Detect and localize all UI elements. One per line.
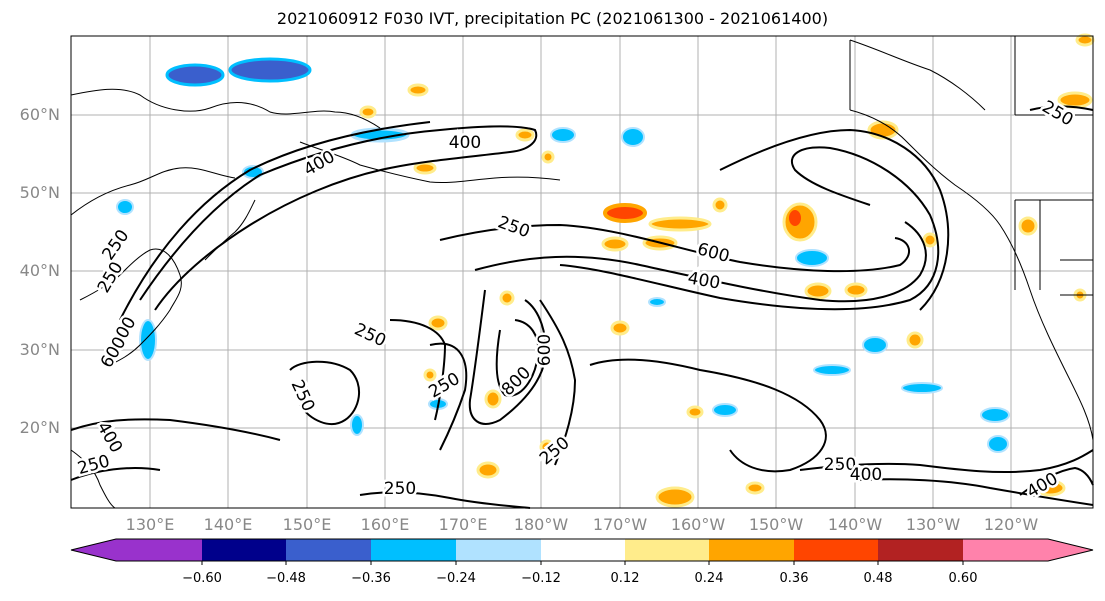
longitude-label: 160°E xyxy=(360,515,410,534)
latitude-label: 20°N xyxy=(19,418,60,437)
colorbar-segment xyxy=(371,539,456,561)
contour-label: 600 xyxy=(535,334,555,366)
map-background xyxy=(71,36,1093,508)
contour-label: 250 xyxy=(384,479,416,499)
longitude-label: 160°W xyxy=(670,515,726,534)
longitude-label: 120°W xyxy=(983,515,1039,534)
longitude-label: 170°E xyxy=(438,515,488,534)
colorbar-segment xyxy=(456,539,541,561)
colorbar-tick-label: −0.36 xyxy=(351,571,391,586)
latitude-label: 40°N xyxy=(19,261,60,280)
coastlines xyxy=(70,36,1094,509)
colorbar-tick-label: 0.36 xyxy=(779,571,809,586)
latitude-label: 60°N xyxy=(19,105,60,124)
colorbar-tick-label: 0.60 xyxy=(948,571,978,586)
colorbar-segment xyxy=(116,539,202,561)
latitude-label: 50°N xyxy=(19,183,60,202)
chart-title: 2021060912 F030 IVT, precipitation PC (2… xyxy=(276,9,829,28)
colorbar-tick-label: 0.24 xyxy=(694,571,724,586)
colorbar-segment xyxy=(202,539,286,561)
colorbar-segment xyxy=(794,539,878,561)
contour-label-halo: 250 xyxy=(824,455,856,475)
contour-label-halo: 250 xyxy=(384,479,416,499)
latitude-label: 30°N xyxy=(19,340,60,359)
colorbar-extend-max xyxy=(963,539,1093,561)
contour-label-halo: 400 xyxy=(449,133,481,153)
positive-anomaly-blob xyxy=(359,33,1095,508)
contour-label: 400 xyxy=(449,133,481,153)
colorbar-segment xyxy=(286,539,371,561)
longitude-label: 140°E xyxy=(203,515,253,534)
colorbar-segment xyxy=(625,539,709,561)
precipitation-shading xyxy=(116,33,1095,508)
longitude-label: 150°W xyxy=(748,515,804,534)
colorbar-segment xyxy=(878,539,963,561)
colorbar-tick-label: −0.24 xyxy=(436,571,476,586)
longitude-label: 170°W xyxy=(592,515,648,534)
colorbar-extend-min xyxy=(71,539,116,561)
longitude-label: 150°E xyxy=(282,515,332,534)
colorbar-outline xyxy=(70,538,1094,562)
colorbar xyxy=(70,538,1094,565)
colorbar-tick-label: −0.12 xyxy=(521,571,561,586)
colorbar-tick-label: −0.48 xyxy=(266,571,306,586)
colorbar-tick-label: 0.12 xyxy=(610,571,640,586)
colorbar-tick-label: 0.48 xyxy=(863,571,893,586)
colorbar-segment xyxy=(541,539,625,561)
longitude-label: 180°W xyxy=(513,515,569,534)
longitude-label: 130°W xyxy=(905,515,961,534)
contour-label-halo: 600 xyxy=(535,334,555,366)
map-frame xyxy=(70,35,1094,509)
colorbar-tick-label: −0.60 xyxy=(182,571,222,586)
negative-anomaly-blob xyxy=(116,57,1010,453)
contour-label: 400 xyxy=(850,465,882,485)
contour-label-halo: 400 xyxy=(850,465,882,485)
colorbar-segment xyxy=(709,539,794,561)
ivt-contours xyxy=(70,105,1094,509)
longitude-label: 140°W xyxy=(827,515,883,534)
contour-label: 250 xyxy=(824,455,856,475)
longitude-label: 130°E xyxy=(125,515,175,534)
